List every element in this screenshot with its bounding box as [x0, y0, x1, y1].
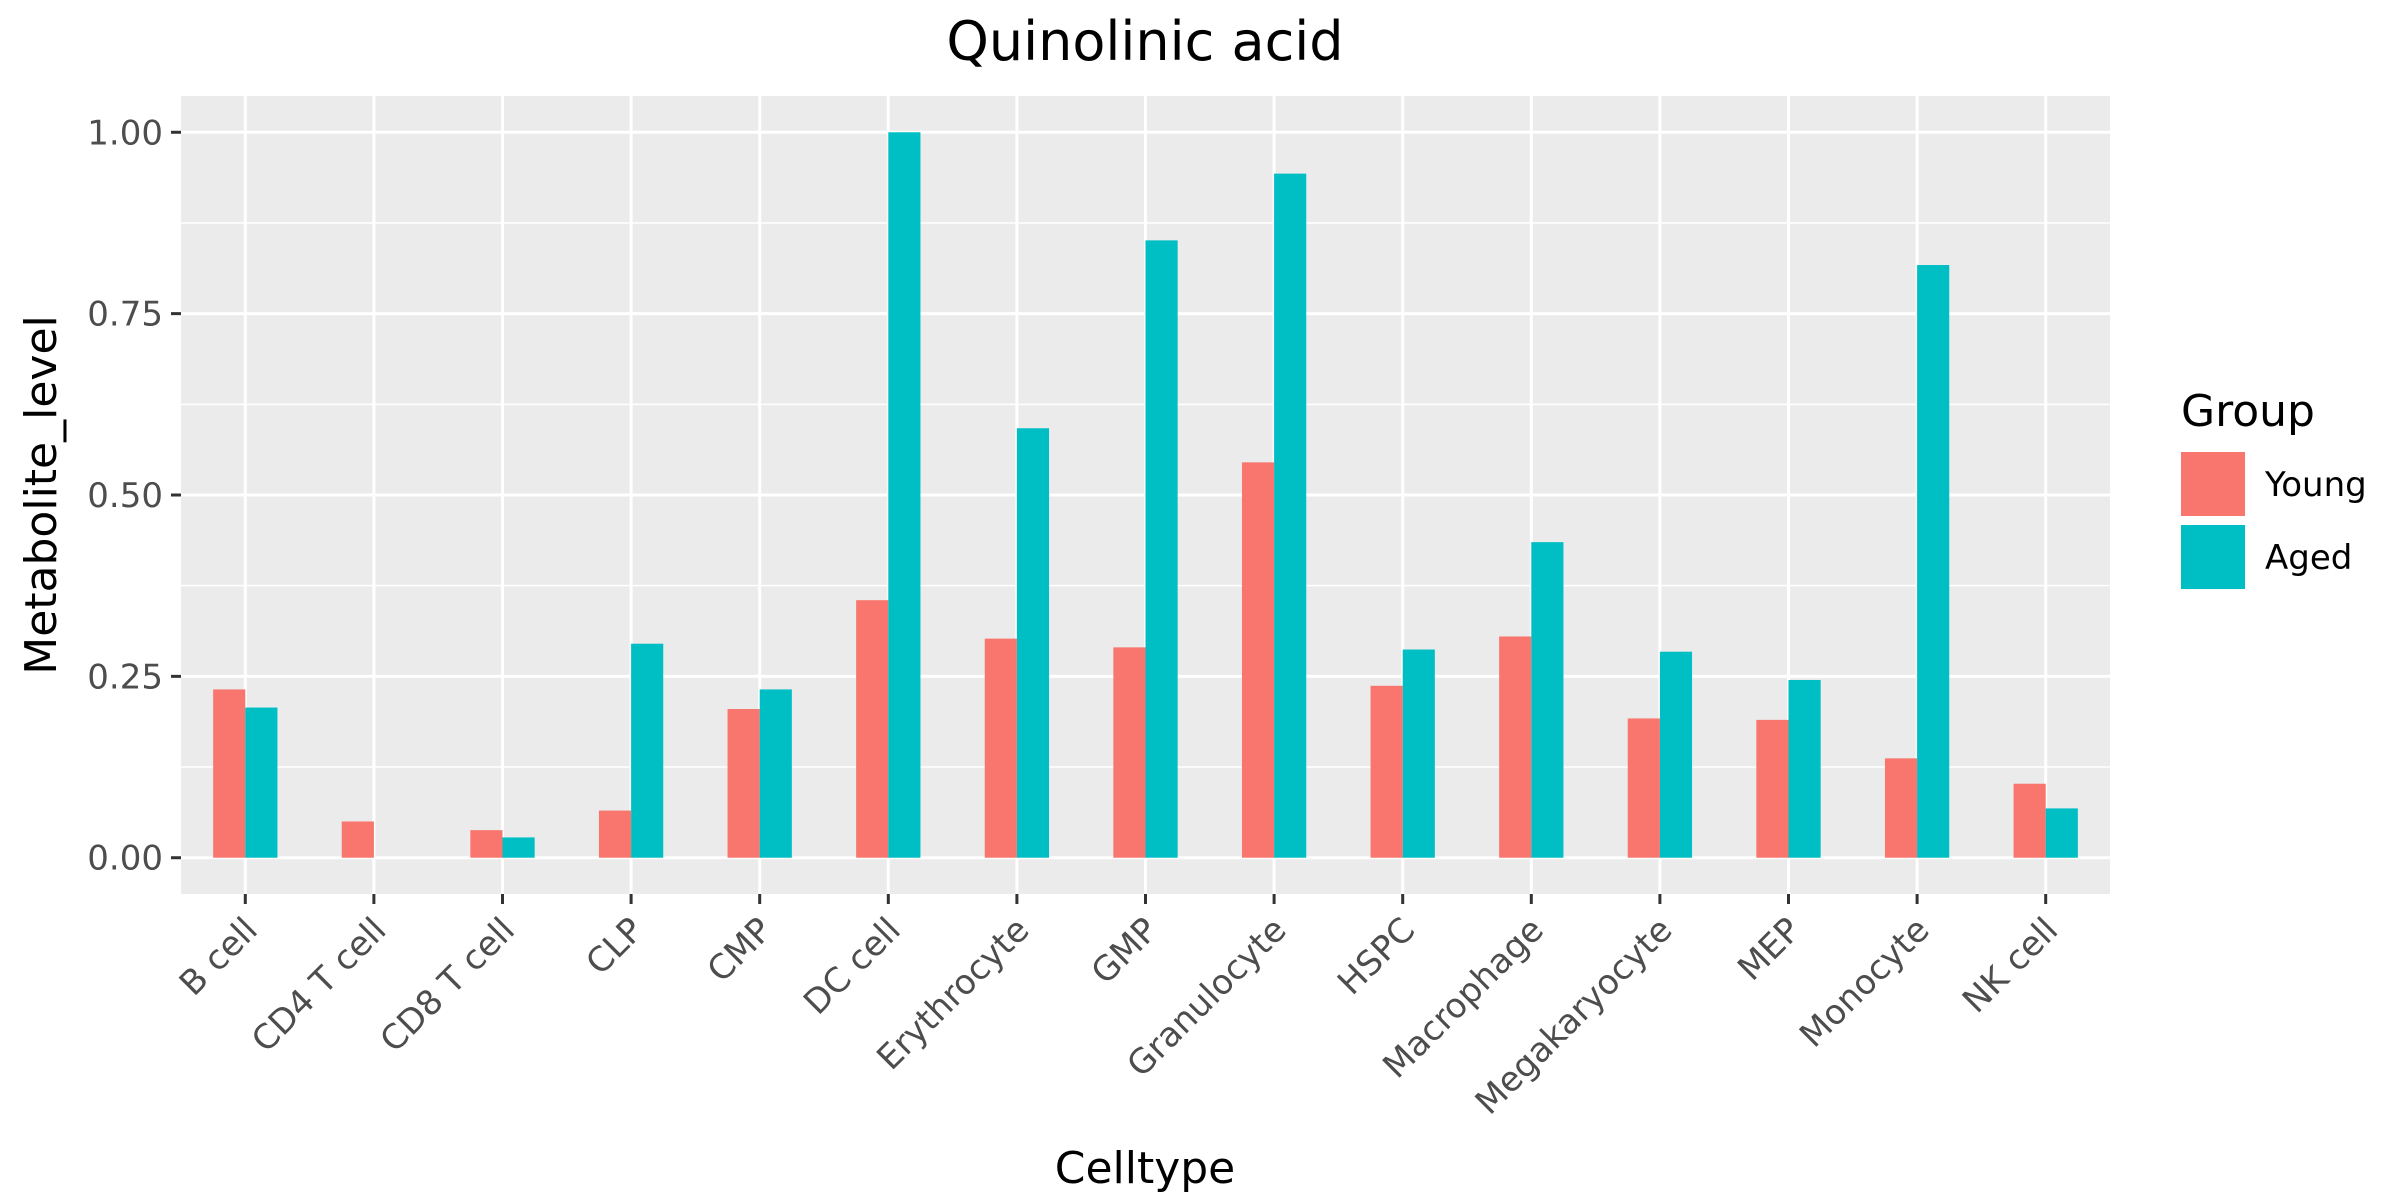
- y-tick-label: 1.00: [87, 113, 163, 153]
- bar-aged: [1531, 542, 1564, 858]
- bar-aged: [759, 689, 792, 858]
- bar-young: [2013, 783, 2046, 858]
- bar-young: [213, 689, 246, 858]
- y-tick-label: 0.00: [87, 839, 163, 879]
- y-tick-label: 0.25: [87, 657, 163, 697]
- x-axis-title: Celltype: [1055, 1143, 1236, 1194]
- legend-key-aged: [2181, 525, 2245, 589]
- bar-aged: [1402, 649, 1435, 858]
- bar-aged: [888, 132, 921, 858]
- bar-aged: [1917, 265, 1950, 858]
- bar-aged: [1659, 651, 1693, 858]
- bar-young: [1113, 647, 1146, 858]
- bar-young: [470, 830, 503, 858]
- bar-young: [727, 709, 760, 858]
- bar-aged: [1274, 173, 1307, 858]
- bar-young: [341, 821, 374, 858]
- y-tick-label: 0.75: [87, 295, 163, 335]
- bar-aged: [631, 643, 664, 858]
- legend-key-young: [2181, 452, 2245, 516]
- bar-aged: [1016, 428, 1050, 858]
- y-tick-label: 0.50: [87, 476, 163, 516]
- legend-title: Group: [2181, 386, 2315, 437]
- bar-young: [856, 600, 889, 858]
- legend-items: Young Aged: [2181, 452, 2367, 589]
- bar-aged: [245, 707, 278, 858]
- bar-young: [1499, 636, 1532, 858]
- bar-young: [1370, 685, 1403, 858]
- y-axis-title: Metabolite_level: [16, 315, 67, 675]
- bar-aged: [1788, 679, 1821, 858]
- bar-aged: [1145, 240, 1178, 858]
- bar-young: [984, 638, 1017, 858]
- bar-aged: [2045, 808, 2078, 858]
- bar-aged: [502, 837, 535, 858]
- bar-young: [1627, 718, 1660, 858]
- bar-young: [598, 810, 632, 858]
- chart-title: Quinolinic acid: [946, 10, 1343, 73]
- bar-young: [1756, 719, 1789, 858]
- bars: [213, 132, 2078, 858]
- bar-young: [1884, 758, 1918, 858]
- bar-young: [1241, 462, 1275, 858]
- legend: Group Young Aged: [2181, 386, 2367, 589]
- legend-label-aged: Aged: [2265, 538, 2352, 578]
- y-axis: 0.00 0.25 0.50 0.75 1.00: [87, 113, 181, 879]
- legend-label-young: Young: [2264, 465, 2367, 505]
